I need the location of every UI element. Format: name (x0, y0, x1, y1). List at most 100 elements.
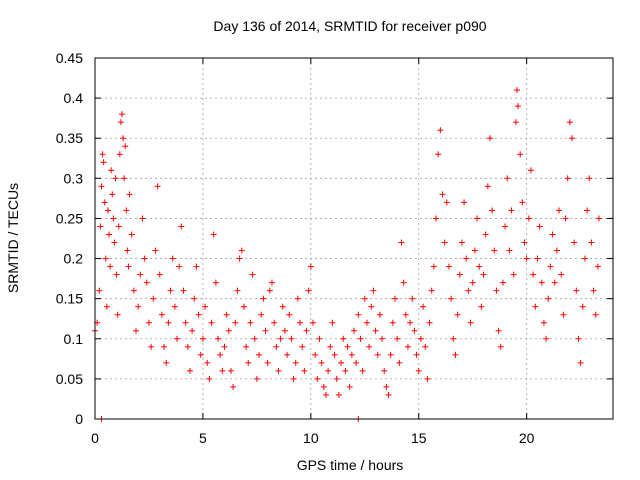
data-point (413, 351, 420, 358)
data-point (495, 327, 502, 334)
data-point (586, 175, 593, 182)
data-point (116, 151, 123, 158)
data-point (374, 351, 381, 358)
data-point (268, 279, 275, 286)
data-point (547, 263, 554, 270)
data-point (515, 103, 522, 110)
data-point (305, 287, 312, 294)
data-point (208, 319, 215, 326)
data-point (469, 279, 476, 286)
data-point (493, 287, 500, 294)
data-point (284, 351, 291, 358)
data-point (392, 295, 399, 302)
data-point (99, 151, 106, 158)
data-point (584, 207, 591, 214)
data-point (499, 279, 506, 286)
data-point (590, 287, 597, 294)
data-point (158, 311, 165, 318)
data-point (482, 231, 489, 238)
y-tick-label: 0.35 (56, 130, 83, 146)
data-point (199, 335, 206, 342)
data-point (186, 367, 193, 374)
y-tick-label: 0.45 (56, 50, 83, 66)
data-point (309, 319, 316, 326)
data-point (234, 287, 241, 294)
data-point (363, 319, 370, 326)
data-point (553, 247, 560, 254)
data-point (217, 351, 224, 358)
data-point (348, 351, 355, 358)
data-point (521, 239, 528, 246)
data-point (370, 287, 377, 294)
data-point (456, 271, 463, 278)
data-point (523, 255, 530, 262)
data-point (540, 319, 547, 326)
data-point (564, 175, 571, 182)
data-point (245, 359, 252, 366)
data-point (532, 303, 539, 310)
data-point (551, 279, 558, 286)
data-point (575, 335, 582, 342)
data-point (491, 247, 498, 254)
data-point (450, 335, 457, 342)
x-tick-label: 0 (91, 430, 99, 446)
data-point (115, 223, 122, 230)
data-point (536, 223, 543, 230)
data-point (197, 351, 204, 358)
data-point (174, 335, 181, 342)
tick-labels: 0 5 10 15 20 0 0.05 0.1 0.15 0.2 0.25 0.3 0.35 0.4 0.4… (56, 50, 535, 446)
data-point (189, 327, 196, 334)
data-point (538, 279, 545, 286)
data-point (372, 327, 379, 334)
data-point (445, 263, 452, 270)
data-point (376, 311, 383, 318)
data-point (338, 359, 345, 366)
data-point (568, 135, 575, 142)
data-point (512, 119, 519, 126)
data-point (97, 223, 104, 230)
data-point (152, 247, 159, 254)
data-point (100, 159, 107, 166)
data-point (463, 255, 470, 262)
data-point (139, 215, 146, 222)
data-point (465, 287, 472, 294)
data-point (448, 295, 455, 302)
data-point (329, 319, 336, 326)
data-point (215, 335, 222, 342)
x-tick-label: 5 (199, 430, 207, 446)
data-point (169, 255, 176, 262)
data-point (180, 287, 187, 294)
data-point (120, 135, 127, 142)
data-point (588, 239, 595, 246)
data-point (433, 215, 440, 222)
data-point (424, 375, 431, 382)
data-point (458, 239, 465, 246)
data-point (581, 255, 588, 262)
data-point (178, 223, 185, 230)
data-point (247, 319, 254, 326)
data-point (312, 351, 319, 358)
data-point (519, 199, 526, 206)
data-point (437, 127, 444, 134)
data-point (387, 351, 394, 358)
data-point (133, 327, 140, 334)
y-tick-label: 0.4 (64, 90, 84, 106)
data-point (340, 335, 347, 342)
data-point (502, 223, 509, 230)
data-point (357, 335, 364, 342)
data-point (510, 271, 517, 278)
chart-title: Day 136 of 2014, SRMTID for receiver p09… (213, 18, 486, 34)
data-point (227, 367, 234, 374)
data-point (260, 295, 267, 302)
data-point (508, 207, 515, 214)
data-point (439, 191, 446, 198)
data-point (108, 167, 115, 174)
data-point (381, 367, 388, 374)
data-point (191, 295, 198, 302)
data-point (489, 207, 496, 214)
data-point (111, 239, 118, 246)
data-point (573, 287, 580, 294)
data-point (571, 239, 578, 246)
data-point (193, 263, 200, 270)
y-tick-label: 0 (75, 411, 83, 427)
